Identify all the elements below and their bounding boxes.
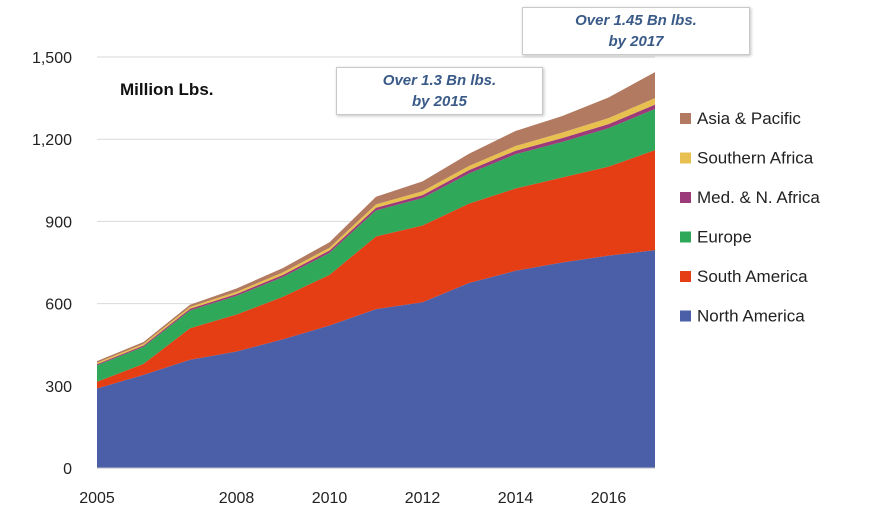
annotation-2015-line1: Over 1.3 Bn lbs. bbox=[382, 72, 497, 89]
legend-swatch-asia-pacific bbox=[680, 113, 691, 124]
y-tick-label-0: 0 bbox=[63, 461, 72, 478]
annotation-2015: Over 1.3 Bn lbs. by 2015 bbox=[336, 67, 543, 115]
legend-label-southern-africa: Southern Africa bbox=[697, 149, 814, 168]
y-tick-label-5: 1,500 bbox=[32, 50, 72, 67]
legend-swatch-south-america bbox=[680, 271, 691, 282]
x-tick-label-4: 2014 bbox=[498, 490, 534, 507]
area-south-america bbox=[97, 150, 655, 389]
y-tick-label-1: 300 bbox=[45, 379, 72, 396]
y-axis: 0 300 600 900 1,200 1,500 bbox=[32, 50, 72, 478]
legend-label-north-america: North America bbox=[697, 307, 805, 326]
legend-label-europe: Europe bbox=[697, 228, 752, 247]
x-axis: 2005 2008 2010 2012 2014 2016 bbox=[79, 467, 655, 507]
area-north-america bbox=[97, 250, 655, 468]
area-southern-africa bbox=[97, 98, 655, 365]
annotation-2017: Over 1.45 Bn lbs. by 2017 bbox=[522, 7, 750, 55]
annotation-2017-line1: Over 1.45 Bn lbs. bbox=[575, 12, 697, 29]
legend: Asia & Pacific Southern Africa Med. & N. A… bbox=[680, 109, 820, 326]
area-europe bbox=[97, 109, 655, 382]
area-asia-pacific bbox=[97, 72, 655, 363]
legend-label-south-america: South America bbox=[697, 267, 808, 286]
area-series-group bbox=[97, 72, 655, 468]
annotation-2017-line2: by 2017 bbox=[608, 33, 664, 50]
x-tick-label-2: 2010 bbox=[312, 490, 348, 507]
y-tick-label-2: 600 bbox=[45, 297, 72, 314]
y-tick-label-4: 1,200 bbox=[32, 132, 72, 149]
x-tick-label-1: 2008 bbox=[219, 490, 255, 507]
x-tick-label-5: 2016 bbox=[591, 490, 627, 507]
area-med-n-africa bbox=[97, 104, 655, 366]
legend-swatch-med-n-africa bbox=[680, 192, 691, 203]
annotation-2015-line2: by 2015 bbox=[411, 93, 468, 110]
x-tick-label-0: 2005 bbox=[79, 490, 115, 507]
legend-swatch-europe bbox=[680, 231, 691, 243]
legend-label-asia-pacific: Asia & Pacific bbox=[697, 109, 801, 128]
x-tick-label-3: 2012 bbox=[405, 490, 441, 507]
unit-label: Million Lbs. bbox=[120, 80, 214, 99]
legend-swatch-southern-africa bbox=[680, 152, 691, 164]
y-tick-label-3: 900 bbox=[45, 214, 72, 231]
legend-swatch-north-america bbox=[680, 310, 691, 322]
legend-label-med-n-africa: Med. & N. Africa bbox=[697, 188, 820, 207]
